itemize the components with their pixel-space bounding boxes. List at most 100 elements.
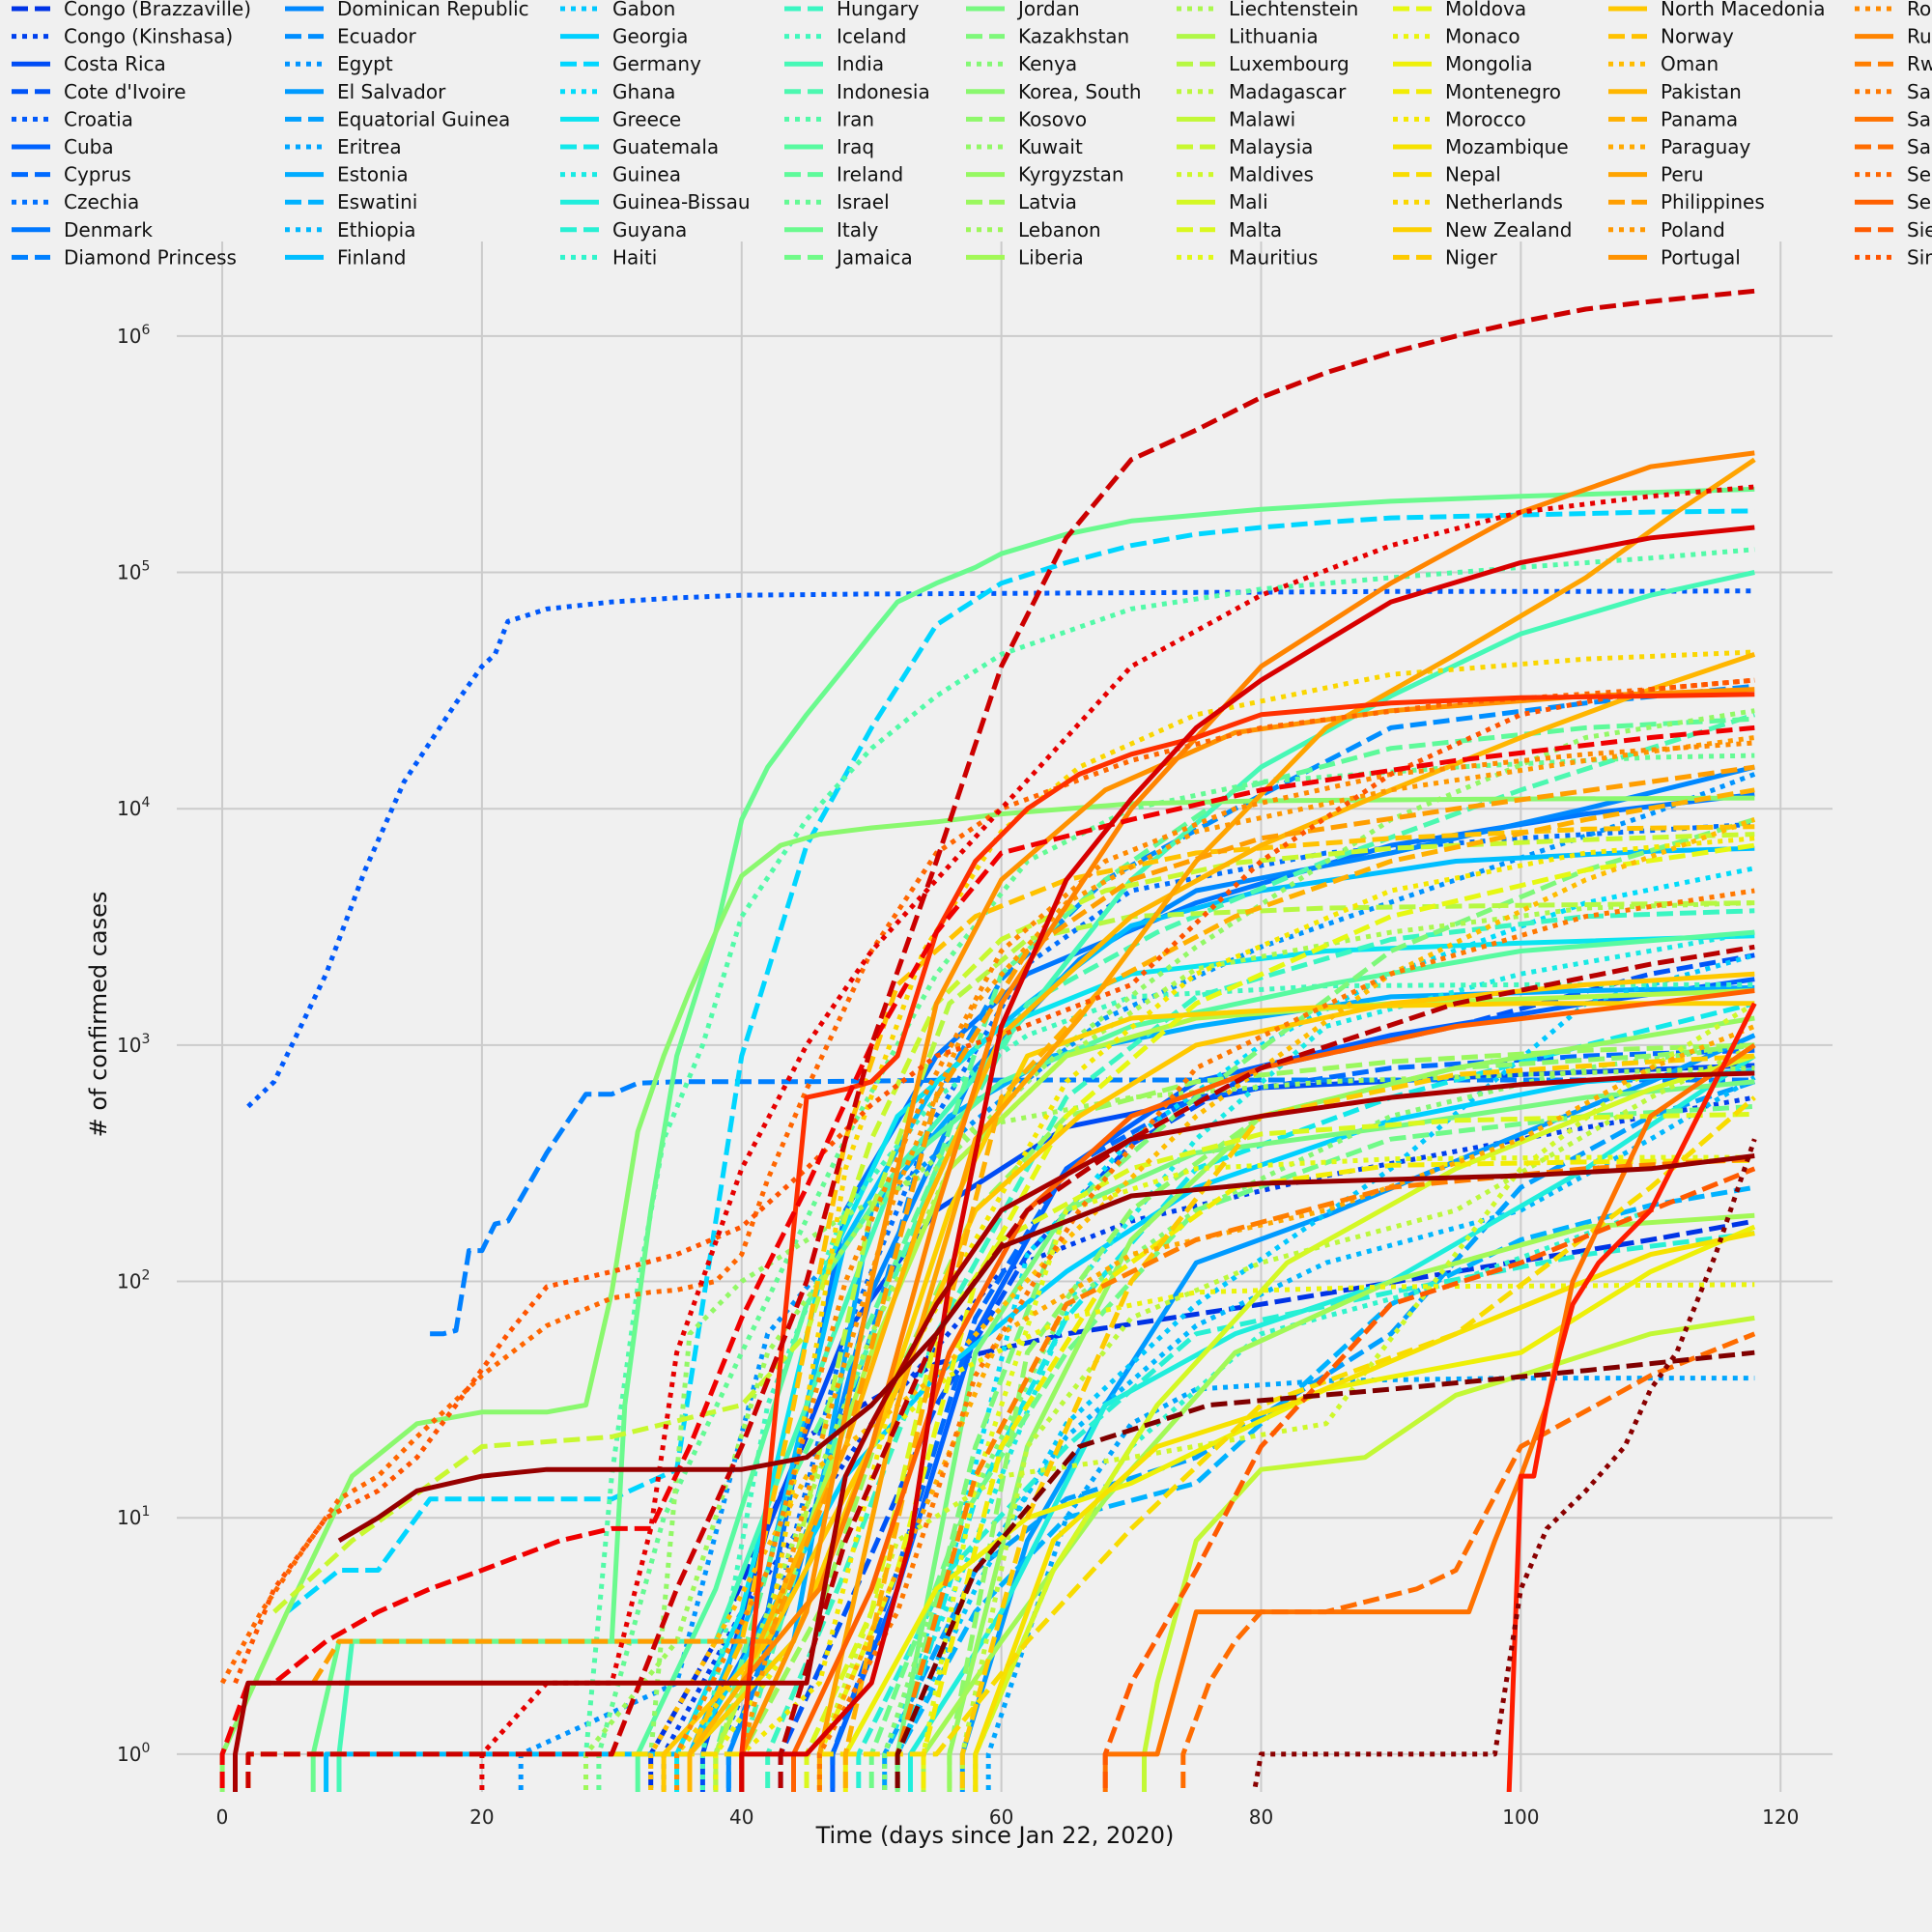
series-line xyxy=(1102,1042,1756,1792)
series-line xyxy=(479,484,1755,1792)
legend-label: Iceland xyxy=(837,25,906,48)
series-line xyxy=(674,740,1755,1792)
legend-label: Luxembourg xyxy=(1229,52,1350,75)
legend-label: Finland xyxy=(337,245,406,269)
legend-label: North Macedonia xyxy=(1661,0,1826,20)
legend-label: Denmark xyxy=(64,218,153,242)
legend-label: Equatorial Guinea xyxy=(337,107,510,130)
legend-label: Korea, South xyxy=(1018,80,1142,103)
series-line xyxy=(739,687,1755,1792)
legend-label: Iraq xyxy=(837,135,874,158)
series-line xyxy=(687,1001,1755,1792)
legend-label: Dominican Republic xyxy=(337,0,529,20)
legend-label: Kosovo xyxy=(1018,107,1087,130)
legend-label: Jordan xyxy=(1016,0,1080,20)
series-line xyxy=(765,908,1755,1792)
series-line xyxy=(739,836,1755,1792)
legend-label: Guinea-Bissau xyxy=(612,190,751,213)
series-line xyxy=(921,1157,1755,1792)
legend-label: New Zealand xyxy=(1445,218,1572,242)
legend-label: Mongolia xyxy=(1445,52,1532,75)
legend-label: Costa Rica xyxy=(64,52,166,75)
legend-label: Cote d'Ivoire xyxy=(64,80,186,103)
legend-label: Ecuador xyxy=(337,25,416,48)
legend-label: Ethiopia xyxy=(337,218,415,242)
series-line xyxy=(233,677,1755,1685)
legend-label: Sin xyxy=(1907,245,1932,269)
legend-label: Congo (Kinshasa) xyxy=(64,25,233,48)
series-line xyxy=(233,1070,1755,1792)
x-tick-label: 120 xyxy=(1762,1805,1799,1829)
legend-label: Cuba xyxy=(64,135,114,158)
y-tick-labels: 100 101 102 103 104 105 106 xyxy=(117,323,150,1766)
series-line xyxy=(246,588,1755,1109)
x-tick-label: 80 xyxy=(1249,1805,1273,1829)
legend-label: Pakistan xyxy=(1661,80,1742,103)
legend-label: Israel xyxy=(837,190,890,213)
series-line xyxy=(804,1111,1755,1792)
legend-label: Italy xyxy=(837,218,879,242)
series-line xyxy=(882,929,1755,1792)
series-line xyxy=(245,288,1755,1792)
legend-label: Monaco xyxy=(1445,25,1520,48)
series-line xyxy=(648,708,1755,1792)
series-line xyxy=(285,508,1755,1614)
y-tick-label: 102 xyxy=(117,1268,150,1293)
legend-label: Indonesia xyxy=(837,80,930,103)
legend-label: Guinea xyxy=(612,163,681,186)
x-tick-labels: 0 20 40 60 80 100 120 xyxy=(216,1805,1800,1829)
legend-label: Germany xyxy=(612,52,701,75)
series-line xyxy=(1506,1002,1757,1792)
legend-label: Haiti xyxy=(612,245,657,269)
legend-label: Lebanon xyxy=(1018,218,1101,242)
legend-label: Moldova xyxy=(1445,0,1526,20)
legend-label: Malta xyxy=(1229,218,1282,242)
series-line xyxy=(739,692,1755,1792)
legend-label: Gabon xyxy=(612,0,675,20)
legend-label: Sa xyxy=(1907,135,1931,158)
legend-label: Hungary xyxy=(837,0,920,20)
legend-label: Madagascar xyxy=(1229,80,1347,103)
legend-label: Philippines xyxy=(1661,190,1765,213)
legend-label: Liberia xyxy=(1018,245,1084,269)
series-line xyxy=(583,1065,1755,1792)
series-line xyxy=(219,677,1755,1685)
series-line xyxy=(842,1224,1756,1792)
legend-label: Greece xyxy=(612,107,681,130)
series-line xyxy=(583,547,1755,1792)
legend-label: Ghana xyxy=(612,80,675,103)
series-line xyxy=(947,1015,1755,1792)
legend-label: Maldives xyxy=(1229,163,1314,186)
legend-label: India xyxy=(837,52,884,75)
series-line xyxy=(648,817,1756,1792)
legend-label: Oman xyxy=(1661,52,1719,75)
series-line xyxy=(687,652,1756,1792)
series-line xyxy=(1180,1331,1756,1792)
legend-label: Guatemala xyxy=(612,135,719,158)
x-tick-label: 100 xyxy=(1502,1805,1539,1829)
legend-label: Se xyxy=(1907,163,1931,186)
series-line xyxy=(430,1077,1755,1337)
y-tick-label: 104 xyxy=(117,795,150,820)
legend: Congo (Brazzaville) Congo (Kinshasa) Costa… xyxy=(12,0,1932,269)
y-tick-label: 100 xyxy=(117,1741,150,1766)
series-lines xyxy=(219,288,1757,1792)
series-line xyxy=(311,764,1755,1685)
legend-label: Portugal xyxy=(1661,245,1741,269)
legend-label: Nepal xyxy=(1445,163,1501,186)
legend-label: Egypt xyxy=(337,52,393,75)
series-line xyxy=(947,1042,1755,1792)
legend-label: Norway xyxy=(1661,25,1734,48)
legend-label: Netherlands xyxy=(1445,190,1563,213)
legend-label: Eritrea xyxy=(337,135,402,158)
legend-label: Croatia xyxy=(64,107,133,130)
legend-label: Kazakhstan xyxy=(1018,25,1129,48)
legend-label: Georgia xyxy=(612,25,688,48)
legend-label: Ireland xyxy=(837,163,903,186)
series-line xyxy=(908,1054,1756,1792)
series-line xyxy=(816,842,1755,1792)
series-line xyxy=(895,1184,1755,1792)
series-line xyxy=(895,817,1756,1792)
series-line xyxy=(921,1212,1755,1792)
